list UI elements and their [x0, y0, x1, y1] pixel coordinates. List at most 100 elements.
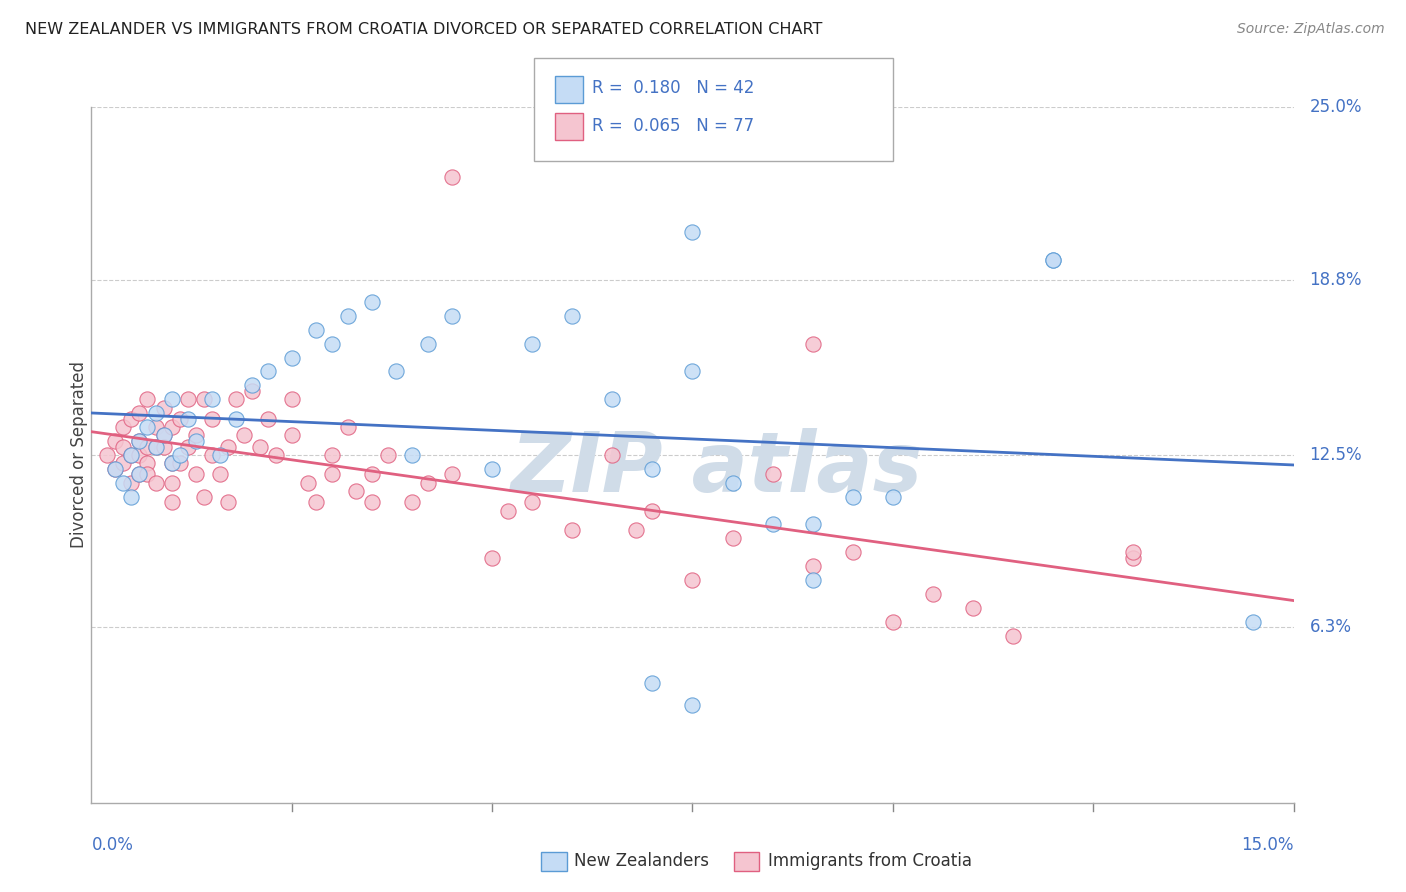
Point [208, 467, 231, 482]
Point [1122, 550, 1144, 565]
Point [121, 448, 143, 462]
Point [762, 517, 785, 532]
Text: R =  0.180   N = 42: R = 0.180 N = 42 [592, 79, 754, 97]
Point [193, 490, 215, 504]
Point [641, 462, 664, 476]
Point [136, 440, 159, 454]
Point [104, 434, 127, 448]
Point [841, 490, 863, 504]
Point [297, 475, 319, 490]
Point [169, 456, 191, 470]
Point [440, 309, 463, 323]
Point [401, 448, 423, 462]
Text: 0.0%: 0.0% [91, 836, 134, 855]
Point [121, 411, 143, 425]
Point [145, 420, 167, 434]
Point [360, 467, 382, 482]
Point [160, 456, 183, 470]
Point [1122, 545, 1144, 559]
Point [377, 448, 399, 462]
Point [184, 467, 207, 482]
Point [152, 440, 174, 454]
Point [721, 532, 744, 546]
Point [1243, 615, 1265, 629]
Point [136, 456, 159, 470]
Text: NEW ZEALANDER VS IMMIGRANTS FROM CROATIA DIVORCED OR SEPARATED CORRELATION CHART: NEW ZEALANDER VS IMMIGRANTS FROM CROATIA… [25, 22, 823, 37]
Point [602, 448, 624, 462]
Point [321, 448, 343, 462]
Point [336, 420, 359, 434]
Text: ZIP atlas: ZIP atlas [510, 428, 922, 509]
Point [96, 448, 118, 462]
Point [208, 448, 231, 462]
Point [385, 364, 408, 378]
Point [256, 364, 278, 378]
Point [321, 467, 343, 482]
Point [201, 392, 224, 407]
Point [232, 428, 254, 442]
Point [184, 428, 207, 442]
Point [360, 294, 382, 309]
Point [217, 440, 239, 454]
Point [160, 456, 183, 470]
Point [882, 615, 904, 629]
Point [1001, 629, 1024, 643]
Point [160, 420, 183, 434]
Point [152, 428, 174, 442]
Point [112, 440, 135, 454]
Text: Source: ZipAtlas.com: Source: ZipAtlas.com [1237, 22, 1385, 37]
Text: 18.8%: 18.8% [1309, 270, 1362, 289]
Point [160, 392, 183, 407]
Point [128, 434, 150, 448]
Text: 12.5%: 12.5% [1309, 446, 1362, 464]
Point [104, 462, 127, 476]
Point [496, 503, 519, 517]
Point [121, 448, 143, 462]
Point [128, 434, 150, 448]
Point [240, 378, 263, 392]
Point [281, 428, 304, 442]
Point [561, 309, 583, 323]
Point [217, 495, 239, 509]
Point [201, 411, 224, 425]
Text: New Zealanders: New Zealanders [574, 852, 709, 870]
Point [136, 467, 159, 482]
Point [401, 495, 423, 509]
Point [160, 475, 183, 490]
Point [762, 467, 785, 482]
Point [145, 406, 167, 420]
Point [481, 550, 503, 565]
Point [416, 336, 439, 351]
Text: Divorced or Separated: Divorced or Separated [70, 361, 89, 549]
Point [104, 462, 127, 476]
Point [305, 495, 328, 509]
Point [152, 401, 174, 415]
Point [360, 495, 382, 509]
Point [281, 351, 304, 365]
Point [801, 559, 824, 574]
Point [128, 467, 150, 482]
Point [344, 484, 367, 499]
Point [522, 495, 544, 509]
Point [145, 475, 167, 490]
Point [641, 676, 664, 690]
Point [336, 309, 359, 323]
Point [801, 517, 824, 532]
Point [1042, 253, 1064, 268]
Point [201, 448, 224, 462]
Point [169, 448, 191, 462]
Text: R =  0.065   N = 77: R = 0.065 N = 77 [592, 117, 754, 135]
Point [626, 523, 648, 537]
Point [801, 573, 824, 587]
Point [152, 428, 174, 442]
Point [176, 411, 198, 425]
Point [416, 475, 439, 490]
Point [160, 495, 183, 509]
Point [176, 440, 198, 454]
Point [264, 448, 287, 462]
Point [641, 503, 664, 517]
Text: 25.0%: 25.0% [1309, 98, 1362, 116]
Point [602, 392, 624, 407]
Point [112, 475, 135, 490]
Point [128, 467, 150, 482]
